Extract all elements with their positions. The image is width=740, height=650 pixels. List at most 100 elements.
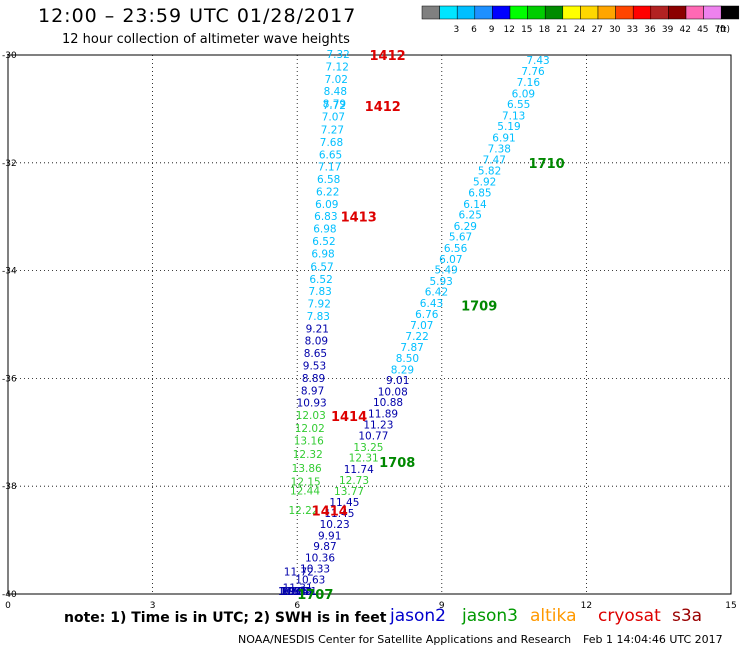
legend-unit: (ft): [716, 25, 730, 35]
legend-swatch: [703, 5, 722, 20]
legend-swatch: [492, 5, 511, 20]
wave-height-value: 6.98: [313, 224, 336, 236]
wave-height-value: 9.01: [386, 375, 409, 387]
wave-height-value: 5.93: [429, 276, 452, 288]
wave-height-value: 6.55: [507, 99, 530, 111]
credit-line: NOAA/NESDIS Center for Satellite Applica…: [238, 633, 572, 646]
legend-swatch: [509, 5, 528, 20]
legend-swatch: [474, 5, 493, 20]
wave-height-value: 13.86: [292, 463, 322, 475]
wave-height-value: 7.12: [326, 61, 349, 73]
wave-height-value: 7.72: [323, 100, 346, 112]
y-tick-label: -36: [2, 374, 17, 384]
legend-label: 39: [662, 25, 674, 35]
legend-label: 3: [454, 25, 460, 35]
pass-time-label: 1412: [365, 100, 401, 115]
legend-label: 70: [715, 25, 727, 35]
legend-label: 18: [539, 25, 551, 35]
wave-height-value: 7.32: [326, 49, 349, 61]
y-tick-label: -40: [2, 590, 17, 600]
wave-height-value: 6.22: [316, 186, 339, 198]
wave-height-value: 10.63: [295, 575, 325, 587]
legend-swatch: [597, 5, 616, 20]
wave-height-value: 6.57: [310, 261, 333, 273]
wave-height-value: 10.97: [280, 586, 310, 598]
wave-height-value: 10.83: [281, 586, 311, 598]
wave-height-value: 12.02: [295, 423, 325, 435]
wave-height-value: 7.43: [526, 55, 549, 67]
pass-time-label: 1414: [312, 504, 348, 519]
wave-height-value: 11.04: [280, 586, 310, 598]
wave-height-value: 6.65: [319, 149, 342, 161]
legend-label: 6: [471, 25, 477, 35]
x-tick-label: 0: [5, 601, 11, 611]
wave-height-value: 7.38: [488, 143, 511, 155]
wave-height-value: 12.22: [288, 505, 318, 517]
y-tick-label: -30: [2, 51, 17, 61]
satellite-s3a: s3a: [672, 606, 703, 626]
wave-height-value: 7.76: [521, 66, 545, 78]
wave-height-value: 5.49: [434, 265, 457, 277]
wave-height-value: 11.23: [363, 419, 393, 431]
wave-height-value: 12.03: [296, 410, 326, 422]
wave-height-value: 5.67: [449, 232, 472, 244]
wave-height-value: 6.09: [315, 199, 338, 211]
chart-title: 12:00 – 23:59 UTC 01/28/2017: [38, 5, 357, 27]
pass-time-label: 1709: [461, 300, 497, 315]
wave-height-value: 7.07: [410, 320, 433, 332]
wave-height-value: 6.83: [314, 211, 337, 223]
legend-label: 36: [644, 25, 656, 35]
wave-height-value: 8.09: [305, 336, 328, 348]
wave-height-value: 6.09: [512, 88, 535, 100]
legend-swatch: [632, 5, 652, 20]
wave-height-value: 7.13: [502, 110, 525, 122]
wave-height-value: 10.36: [305, 552, 335, 564]
legend-label: 33: [627, 25, 638, 35]
wave-height-value: 7.47: [483, 155, 506, 167]
wave-height-value: 9.53: [303, 361, 326, 373]
legend-swatch: [456, 5, 476, 20]
wave-height-value: 8.89: [302, 373, 325, 385]
wave-height-value: 12.15: [291, 476, 321, 488]
wave-height-value: 6.07: [439, 254, 462, 266]
plot-frame: [7, 54, 732, 595]
wave-height-value: 7.83: [308, 286, 331, 298]
wave-height-value: 12.31: [349, 453, 379, 465]
wave-height-value: 11.72: [284, 566, 314, 578]
wave-height-value: 9.91: [318, 530, 341, 542]
wave-height-value: 11.89: [368, 409, 398, 421]
wave-height-value: 10.77: [358, 431, 388, 443]
wave-height-value: 10.33: [300, 564, 330, 576]
legend-swatch: [668, 5, 687, 20]
legend-swatch: [615, 5, 634, 20]
wave-height-value: 7.83: [307, 311, 330, 323]
wave-height-value: 13.25: [353, 442, 383, 454]
wave-height-value: 6.43: [420, 298, 443, 310]
wave-height-value: 10.93: [297, 398, 327, 410]
legend-swatch: [527, 5, 546, 20]
legend-swatch: [685, 5, 704, 20]
wave-height-value: 6.14: [463, 199, 487, 211]
wave-height-value: 6.52: [312, 236, 335, 248]
wave-height-value: 8.48: [324, 86, 347, 98]
wave-height-value: 8.79: [323, 99, 346, 111]
generated-timestamp: Feb 1 14:04:46 UTC 2017: [583, 633, 723, 646]
pass-time-label: 1707: [297, 588, 333, 603]
wave-height-value: 9.87: [313, 541, 336, 553]
wave-height-value: 6.98: [311, 248, 334, 260]
x-tick-label: 9: [439, 601, 445, 611]
wave-height-value: 6.25: [459, 210, 482, 222]
wave-height-value: 7.17: [318, 162, 341, 174]
legend-label: 12: [503, 25, 514, 35]
satellite-cryosat: cryosat: [598, 606, 661, 626]
wave-height-value: 12.44: [290, 486, 320, 498]
wave-height-value: 6.42: [425, 287, 448, 299]
wave-height-value: 6.58: [317, 174, 340, 186]
wave-height-value: 6.56: [444, 243, 468, 255]
wave-height-value: 13.16: [294, 435, 324, 447]
wave-height-value: 7.22: [405, 331, 428, 343]
wave-height-value: 9.21: [306, 323, 329, 335]
pass-time-label: 1710: [529, 157, 565, 172]
wave-height-value: 6.29: [454, 221, 477, 233]
